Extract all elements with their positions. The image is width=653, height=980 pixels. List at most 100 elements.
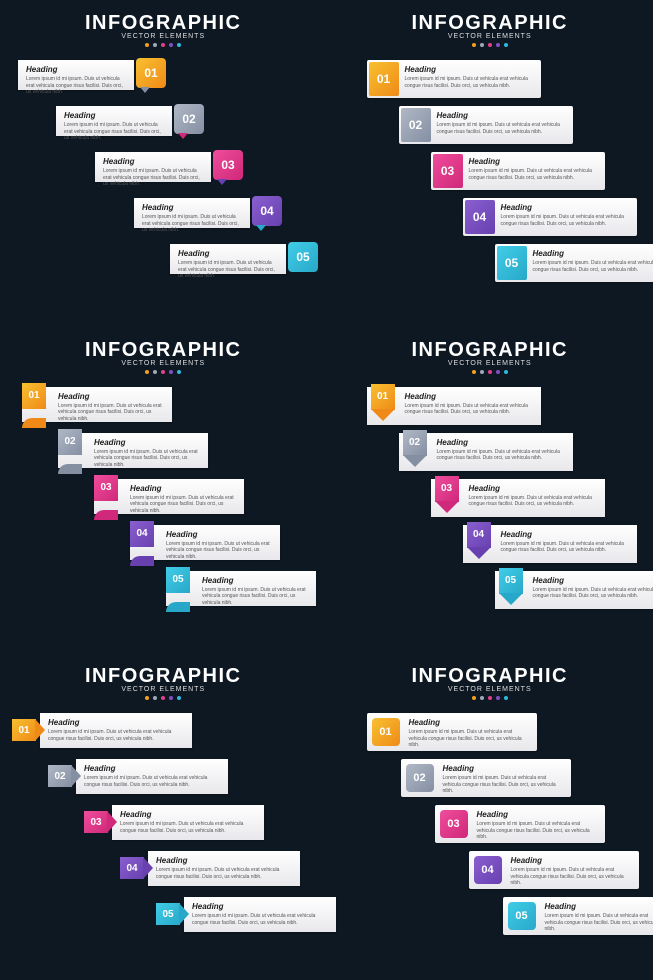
number-badge: 04 — [120, 857, 144, 879]
card-heading: Heading — [409, 718, 529, 727]
dot — [177, 43, 181, 47]
card-heading: Heading — [166, 530, 272, 539]
dot — [145, 370, 149, 374]
number-badge: 02 — [401, 108, 431, 142]
card-heading: Heading — [64, 111, 164, 120]
number-badge: 05 — [508, 902, 536, 930]
title-block: INFOGRAPHIC VECTOR ELEMENTS — [0, 339, 327, 374]
card-body: Lorem ipsum id mi ipsum. Duis ut vehicul… — [443, 775, 563, 795]
step-card-2: 02 Heading Lorem ipsum id mi ipsum. Duis… — [401, 759, 571, 797]
dot — [488, 43, 492, 47]
ribbon-fold — [130, 556, 154, 566]
card-body: Lorem ipsum id mi ipsum. Duis ut vehicul… — [501, 541, 629, 554]
step-card-2: Heading Lorem ipsum id mi ipsum. Duis ut… — [56, 106, 172, 136]
number-badge: 02 — [406, 764, 434, 792]
number-badge: 03 — [433, 154, 463, 188]
step-card-4: 04 Heading Lorem ipsum id mi ipsum. Duis… — [148, 851, 300, 886]
dot — [169, 696, 173, 700]
card-heading: Heading — [533, 249, 653, 258]
number-badge: 05 — [288, 242, 318, 272]
card-body: Lorem ipsum id mi ipsum. Duis ut vehicul… — [130, 495, 236, 515]
card-heading: Heading — [545, 902, 653, 911]
dot-row — [327, 696, 653, 700]
card-body: Lorem ipsum id mi ipsum. Duis ut vehicul… — [26, 76, 126, 96]
step-card-2: 02 Heading Lorem ipsum id mi ipsum. Duis… — [399, 433, 573, 471]
dot — [480, 696, 484, 700]
card-body: Lorem ipsum id mi ipsum. Duis ut vehicul… — [501, 214, 629, 227]
card-heading: Heading — [501, 530, 629, 539]
card-heading: Heading — [48, 718, 184, 727]
card-body: Lorem ipsum id mi ipsum. Duis ut vehicul… — [58, 403, 164, 423]
step-card-3: Heading Lorem ipsum id mi ipsum. Duis ut… — [95, 152, 211, 182]
ribbon-fold — [58, 464, 82, 474]
card-heading: Heading — [501, 203, 629, 212]
panel-subtitle: VECTOR ELEMENTS — [0, 686, 327, 693]
card-heading: Heading — [437, 111, 565, 120]
dot — [472, 370, 476, 374]
dot — [153, 43, 157, 47]
card-heading: Heading — [26, 65, 126, 74]
step-card-4: Heading Lorem ipsum id mi ipsum. Duis ut… — [134, 198, 250, 228]
number-badge: 01 — [22, 383, 46, 409]
title-block: INFOGRAPHIC VECTOR ELEMENTS — [327, 12, 653, 47]
step-card-5: 05 Heading Lorem ipsum id mi ipsum. Duis… — [495, 244, 653, 282]
card-body: Lorem ipsum id mi ipsum. Duis ut vehicul… — [405, 76, 533, 89]
card-body: Lorem ipsum id mi ipsum. Duis ut vehicul… — [192, 913, 328, 926]
card-body: Lorem ipsum id mi ipsum. Duis ut vehicul… — [469, 495, 597, 508]
number-badge: 03 — [435, 476, 459, 502]
card-heading: Heading — [443, 764, 563, 773]
card-body: Lorem ipsum id mi ipsum. Duis ut vehicul… — [533, 260, 653, 273]
card-heading: Heading — [178, 249, 278, 258]
dot-row — [0, 43, 327, 47]
card-heading: Heading — [192, 902, 328, 911]
panel-subtitle: VECTOR ELEMENTS — [0, 360, 327, 367]
dot — [504, 696, 508, 700]
number-badge: 05 — [156, 903, 180, 925]
dot — [488, 696, 492, 700]
dot — [153, 370, 157, 374]
dot — [480, 43, 484, 47]
dot — [161, 696, 165, 700]
step-card-3: 03 Heading Lorem ipsum id mi ipsum. Duis… — [94, 479, 244, 514]
card-body: Lorem ipsum id mi ipsum. Duis ut vehicul… — [409, 729, 529, 749]
dot-row — [327, 370, 653, 374]
dot — [161, 43, 165, 47]
card-body: Lorem ipsum id mi ipsum. Duis ut vehicul… — [202, 587, 308, 607]
number-badge: 03 — [440, 810, 468, 838]
infographic-panel-4: INFOGRAPHIC VECTOR ELEMENTS 01 Heading L… — [327, 327, 653, 654]
step-card-3: 03 Heading Lorem ipsum id mi ipsum. Duis… — [431, 479, 605, 517]
infographic-panel-5: INFOGRAPHIC VECTOR ELEMENTS 01 Heading L… — [0, 653, 327, 980]
dot — [480, 370, 484, 374]
infographic-panel-2: INFOGRAPHIC VECTOR ELEMENTS 01 Heading L… — [327, 0, 653, 327]
dot — [504, 370, 508, 374]
dot-row — [0, 696, 327, 700]
number-badge: 03 — [94, 475, 118, 501]
dot — [488, 370, 492, 374]
dot — [169, 43, 173, 47]
number-badge: 04 — [474, 856, 502, 884]
card-heading: Heading — [156, 856, 292, 865]
panel-title: INFOGRAPHIC — [0, 665, 327, 688]
dot — [145, 696, 149, 700]
step-card-1: 01 Heading Lorem ipsum id mi ipsum. Duis… — [40, 713, 192, 748]
card-heading: Heading — [469, 484, 597, 493]
card-body: Lorem ipsum id mi ipsum. Duis ut vehicul… — [156, 867, 292, 880]
card-heading: Heading — [202, 576, 308, 585]
title-block: INFOGRAPHIC VECTOR ELEMENTS — [0, 665, 327, 700]
panel-title: INFOGRAPHIC — [327, 12, 653, 35]
infographic-panel-3: INFOGRAPHIC VECTOR ELEMENTS 01 Heading L… — [0, 327, 327, 654]
card-heading: Heading — [437, 438, 565, 447]
ribbon-fold — [22, 418, 46, 428]
title-block: INFOGRAPHIC VECTOR ELEMENTS — [327, 339, 653, 374]
step-card-1: 01 Heading Lorem ipsum id mi ipsum. Duis… — [367, 387, 541, 425]
step-card-1: 01 Heading Lorem ipsum id mi ipsum. Duis… — [367, 713, 537, 751]
step-card-3: 03 Heading Lorem ipsum id mi ipsum. Duis… — [112, 805, 264, 840]
panel-subtitle: VECTOR ELEMENTS — [0, 33, 327, 40]
panel-subtitle: VECTOR ELEMENTS — [327, 33, 653, 40]
card-heading: Heading — [94, 438, 200, 447]
number-badge: 01 — [136, 58, 166, 88]
number-badge: 03 — [213, 150, 243, 180]
dot — [177, 696, 181, 700]
infographic-panel-1: INFOGRAPHIC VECTOR ELEMENTS Heading Lore… — [0, 0, 327, 327]
card-body: Lorem ipsum id mi ipsum. Duis ut vehicul… — [94, 449, 200, 469]
